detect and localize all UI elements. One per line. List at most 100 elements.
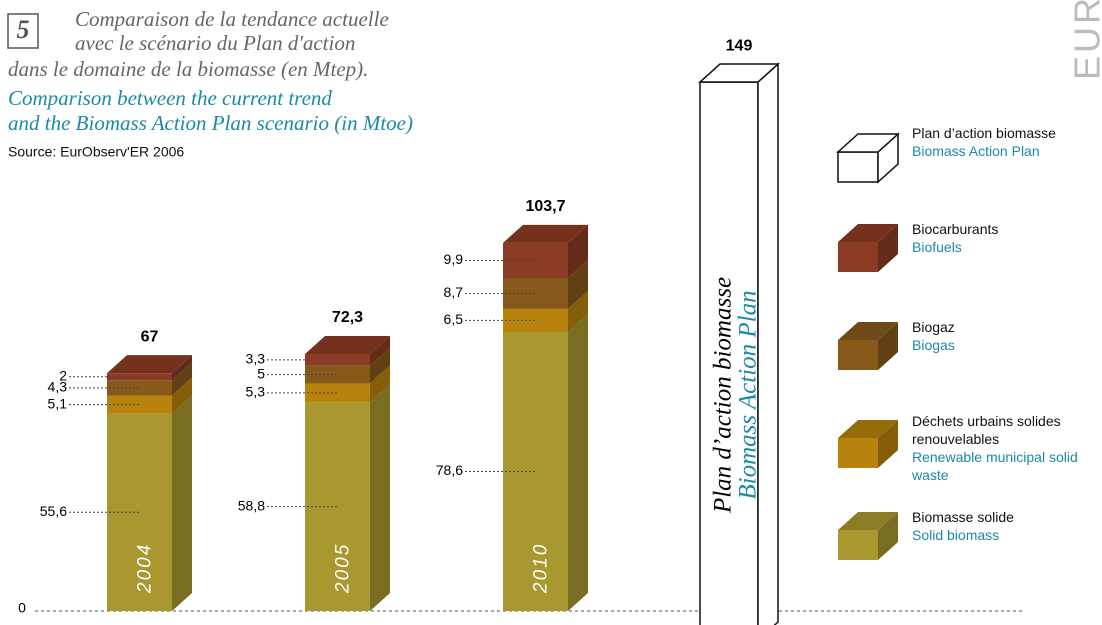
bar-segment <box>503 260 588 309</box>
total-label: 67 <box>141 328 159 345</box>
bar-segment-side <box>172 395 192 611</box>
total-label: 103,7 <box>525 198 565 215</box>
legend-text: Biofuels <box>912 239 962 255</box>
value-label: 5,3 <box>246 384 266 400</box>
value-label: 4,3 <box>48 379 68 395</box>
bar-segment-side <box>370 384 390 611</box>
bar-segment <box>107 362 192 396</box>
title-en: Comparison between the current trend <box>8 86 332 110</box>
bar-segment-side <box>370 347 390 384</box>
bar-top <box>838 322 898 340</box>
legend-swatch-front <box>838 530 878 560</box>
bar-segment-side <box>568 313 588 611</box>
legend-text: Biogas <box>912 337 955 353</box>
legend-text: Déchets urbains solides renouvelables <box>912 413 1061 447</box>
value-label: 55,6 <box>40 503 67 519</box>
bar-top <box>698 63 780 83</box>
legend-entry: Plan d’action biomasse Biomass Action Pla… <box>912 124 1087 160</box>
legend-text: Biomass Action Plan <box>912 143 1040 159</box>
bar-segment <box>305 335 390 366</box>
legend-swatch <box>838 420 898 468</box>
value-label: 6,5 <box>444 311 464 327</box>
legend-entry: Déchets urbains solides renouvelables Ren… <box>912 412 1087 484</box>
source: Source: EurObserv'ER 2006 <box>8 144 184 160</box>
title-fr: avec le scénario du Plan d'action <box>75 31 355 55</box>
title-fr: dans le domaine de la biomasse (en Mtep)… <box>8 57 368 81</box>
legend-text: Biogaz <box>912 319 955 335</box>
legend-entry: Biocarburants Biofuels <box>912 220 1087 256</box>
value-label: 8,7 <box>444 284 464 300</box>
title-en: and the Biomass Action Plan scenario (in… <box>8 111 413 135</box>
bar-segment-front <box>107 380 172 396</box>
legend-swatch-front <box>838 340 878 370</box>
bar-top <box>836 133 900 153</box>
year-label: 2010 <box>531 543 552 594</box>
bar-segment-side <box>568 290 588 332</box>
legend-swatch <box>838 224 898 272</box>
legend-text: Biomasse solide <box>912 509 1014 525</box>
legend-swatch-front <box>838 242 878 272</box>
value-label: 5 <box>257 365 265 381</box>
bar-segment-side <box>370 365 390 403</box>
plan-bar-label: Plan d’action biomasse <box>710 277 737 514</box>
bar-segment-front <box>305 353 370 366</box>
value-label: 2 <box>59 367 67 383</box>
logo: EURO <box>1067 0 1102 80</box>
year-label: 2004 <box>135 543 156 594</box>
year-label: 2005 <box>333 543 354 594</box>
legend-swatch-side <box>878 420 898 468</box>
title-fr: Comparaison de la tendance actuelle <box>75 7 389 31</box>
bar-top <box>838 224 898 242</box>
legend-entry: Biomasse solide Solid biomass <box>912 508 1087 544</box>
bar-top <box>305 335 390 354</box>
y-tick-label: 0 <box>18 600 26 616</box>
legend-swatch-side <box>878 224 898 272</box>
plan-total-label: 149 <box>726 37 753 54</box>
value-label: 9,9 <box>444 251 464 267</box>
bar-segment-front <box>305 365 370 384</box>
figure-number: 5 <box>17 15 30 44</box>
figure-box <box>7 13 39 49</box>
legend-swatch <box>837 132 899 184</box>
legend-text: Biocarburants <box>912 221 999 237</box>
legend-entry: Biogaz Biogas <box>912 318 1087 354</box>
bar-segment-front <box>107 373 172 381</box>
plan-bar-label-en: Biomass Action Plan <box>735 290 762 499</box>
legend-swatch <box>838 512 898 560</box>
value-label: 5,1 <box>48 395 68 411</box>
legend-swatch-front <box>838 438 878 468</box>
bar-segment <box>503 290 588 332</box>
bar-top <box>838 420 898 438</box>
legend-text: Renewable municipal solid waste <box>912 449 1078 483</box>
legend-text: Plan d’action biomasse <box>912 125 1056 141</box>
bar-segment-side <box>172 355 192 381</box>
value-label: 78,6 <box>436 462 463 478</box>
bar-segment <box>503 313 588 611</box>
legend-swatch <box>838 322 898 370</box>
bar-segment-front <box>305 383 370 403</box>
bar-top <box>503 224 588 243</box>
bar-segment <box>305 347 390 384</box>
bar-segment-side <box>568 260 588 309</box>
plan-bar-front <box>699 81 759 625</box>
bar-segment-side <box>370 335 390 366</box>
legend-swatch-side <box>878 322 898 370</box>
legend-text: Solid biomass <box>912 527 1000 543</box>
bar-segment-side <box>172 377 192 414</box>
bar-segment <box>107 377 192 414</box>
value-label: 58,8 <box>238 497 265 513</box>
legend-swatch-side <box>878 512 898 560</box>
bar-segment <box>107 355 192 381</box>
bar-segment <box>305 365 390 403</box>
bar-segment-front <box>107 395 172 414</box>
bar-segment-side <box>172 362 192 396</box>
legend-swatch-front <box>837 151 879 183</box>
bar-top <box>838 512 898 530</box>
value-label: 3,3 <box>246 351 266 367</box>
bar-top <box>107 355 192 374</box>
bar-segment-side <box>568 224 588 279</box>
total-label: 72,3 <box>332 309 363 326</box>
bar-segment-front <box>503 308 568 332</box>
